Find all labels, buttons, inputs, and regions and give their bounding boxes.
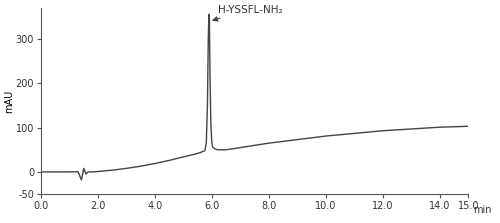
Text: H-YSSFL-NH₂: H-YSSFL-NH₂ <box>213 5 282 21</box>
Y-axis label: mAU: mAU <box>4 89 14 113</box>
Text: min: min <box>472 205 491 215</box>
